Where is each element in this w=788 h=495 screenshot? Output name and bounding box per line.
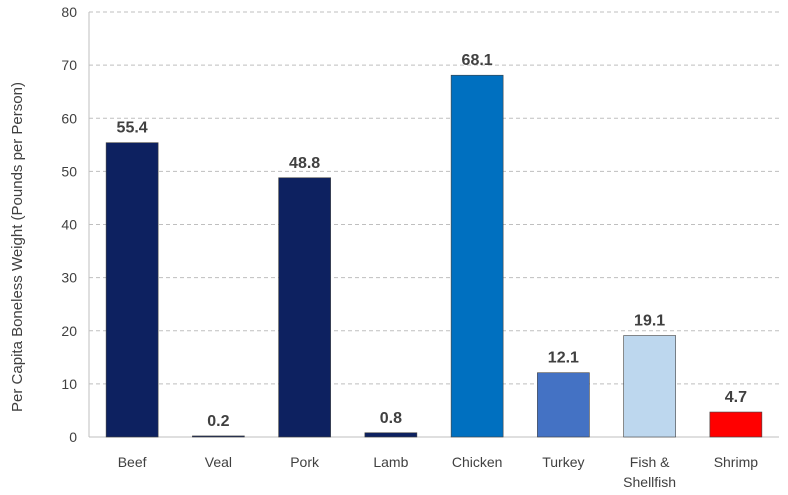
category-label: Shellfish [623,474,676,490]
category-label: Shrimp [714,454,759,470]
y-tick-label: 70 [61,57,77,73]
y-tick-label: 50 [61,163,77,179]
gridlines [89,11,779,385]
category-label: Beef [118,454,147,470]
data-label: 48.8 [289,155,320,172]
data-label: 55.4 [117,120,148,137]
category-label: Veal [205,454,232,470]
bars [105,74,763,438]
bar [192,435,245,438]
category-labels: Beef Veal Pork Lamb Chicken Turkey Fish & Shell… [118,454,759,490]
bar [364,432,418,438]
y-tick-label: 30 [61,270,77,286]
bar [537,372,590,438]
bar [278,177,331,438]
y-tick-label: 80 [61,4,77,20]
category-label: Pork [290,454,320,470]
data-label: 19.1 [634,313,665,330]
y-tick-label: 20 [61,323,77,339]
bar [450,74,504,438]
bar [709,411,763,438]
y-tick-label: 10 [61,376,77,392]
data-label: 4.7 [725,389,747,406]
category-label: Chicken [452,454,503,470]
bar [105,142,159,438]
y-tick-label: 60 [61,110,77,126]
bar [623,335,676,438]
data-label: 12.1 [548,350,579,367]
data-labels: 55.4 0.2 48.8 0.8 68.1 12.1 19.1 4.7 [117,52,748,430]
data-label: 0.2 [207,413,229,430]
y-axis-label: Per Capita Boneless Weight (Pounds per P… [9,82,26,412]
data-label: 0.8 [380,410,402,427]
y-tick-label: 0 [69,429,77,445]
data-label: 68.1 [462,52,493,69]
y-tick-label: 40 [61,217,77,233]
category-label: Lamb [373,454,408,470]
category-label: Turkey [542,454,584,470]
category-label: Fish & [630,454,670,470]
